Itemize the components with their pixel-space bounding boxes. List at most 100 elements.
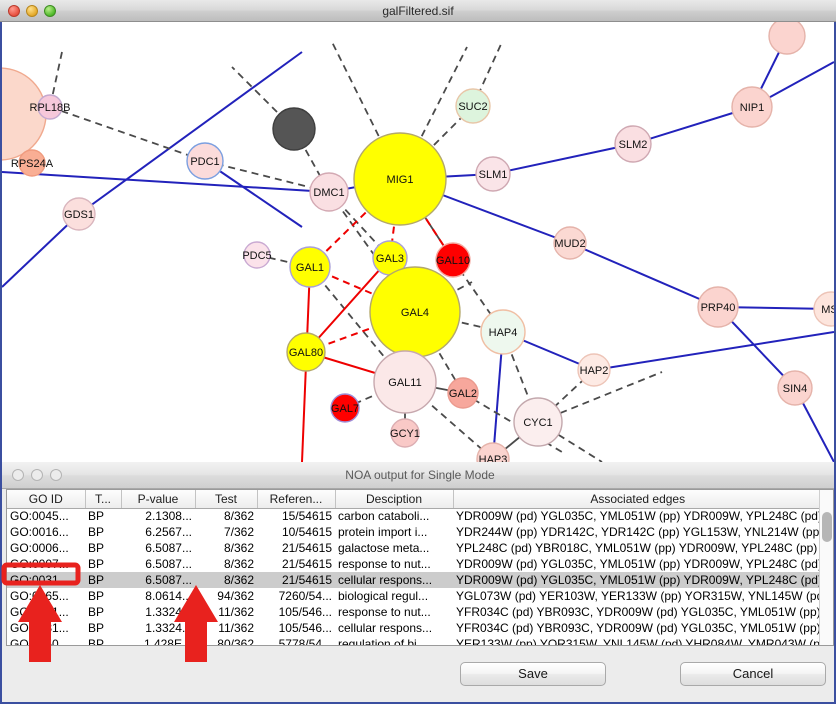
node-circle[interactable]: [373, 350, 437, 414]
graph-node-prp40[interactable]: PRP40: [697, 286, 739, 328]
column-header-reference[interactable]: Referen...: [257, 490, 336, 509]
noa-close-button-icon[interactable]: [12, 469, 24, 481]
table-row[interactable]: GO:0031... BP 1.3324... 11/362 105/546... cel…: [7, 620, 823, 636]
table-row[interactable]: GO:0016... BP 6.2567... 7/362 10/54615 protei…: [7, 524, 823, 540]
node-circle[interactable]: [330, 393, 360, 423]
graph-edge[interactable]: [569, 242, 719, 308]
graph-edge[interactable]: [537, 371, 663, 423]
graph-node-pdc1[interactable]: PDC1: [186, 142, 224, 180]
node-circle[interactable]: [513, 397, 563, 447]
graph-node-mig1[interactable]: MIG1: [353, 132, 447, 226]
graph-node-rps24a[interactable]: RPS24A: [11, 149, 54, 177]
minimize-button-icon[interactable]: [26, 5, 38, 17]
node-circle[interactable]: [768, 22, 806, 55]
graph-node-hap2[interactable]: HAP2: [577, 353, 611, 387]
graph-edge[interactable]: [256, 254, 311, 268]
node-circle[interactable]: [475, 156, 511, 192]
table-row[interactable]: GO:0031... BP 6.5087... 8/362 21/54615 cellul…: [7, 572, 823, 588]
graph-node-slm2[interactable]: SLM2: [614, 125, 652, 163]
graph-node-msi[interactable]: MSI: [813, 291, 834, 327]
node-circle[interactable]: [614, 125, 652, 163]
graph-edge[interactable]: [309, 178, 401, 268]
node-circle[interactable]: [243, 241, 271, 269]
node-circle[interactable]: [577, 353, 611, 387]
column-header-description[interactable]: Desciption: [335, 490, 454, 509]
graph-edge[interactable]: [632, 106, 753, 145]
graph-node-gcy1[interactable]: GCY1: [390, 418, 420, 448]
node-circle[interactable]: [2, 67, 47, 161]
graph-edge[interactable]: [2, 171, 330, 193]
graph-node-hap4[interactable]: HAP4: [480, 309, 526, 355]
table-row[interactable]: GO:0006... BP 6.5087... 8/362 21/54615 galact…: [7, 540, 823, 556]
go-results-table-container[interactable]: GO ID T... P-value Test Referen... Desci…: [6, 489, 834, 646]
node-circle[interactable]: [731, 86, 773, 128]
graph-node-gal80[interactable]: GAL80: [286, 332, 326, 372]
node-circle[interactable]: [272, 107, 316, 151]
graph-edge[interactable]: [204, 160, 303, 228]
graph-edge[interactable]: [49, 51, 63, 108]
graph-node-sin4[interactable]: SIN4: [777, 370, 813, 406]
save-button[interactable]: Save: [460, 662, 606, 686]
graph-node-gal7[interactable]: GAL7: [330, 393, 360, 423]
node-circle[interactable]: [447, 377, 479, 409]
table-vertical-scrollbar[interactable]: [819, 490, 833, 645]
graph-edge[interactable]: [414, 281, 473, 313]
node-circle[interactable]: [390, 418, 420, 448]
graph-edge[interactable]: [204, 160, 330, 193]
node-circle[interactable]: [480, 309, 526, 355]
column-header-associated-edges[interactable]: Associated edges: [453, 490, 823, 509]
graph-edge[interactable]: [305, 257, 391, 353]
table-row[interactable]: GO:0007... BP 6.5087... 8/362 21/54615 respon…: [7, 556, 823, 572]
column-header-type[interactable]: T...: [85, 490, 122, 509]
node-circle[interactable]: [455, 88, 491, 124]
graph-node-gal4[interactable]: GAL4: [369, 266, 461, 358]
zoom-button-icon[interactable]: [44, 5, 56, 17]
table-row[interactable]: GO:0045... BP 2.1308... 8/362 15/54615 carbon…: [7, 508, 823, 524]
graph-node[interactable]: [768, 22, 806, 55]
graph-node-hap3[interactable]: HAP3: [476, 442, 510, 462]
graph-node[interactable]: [2, 67, 47, 161]
node-circle[interactable]: [476, 442, 510, 462]
graph-edge[interactable]: [492, 143, 634, 175]
graph-node-cyc1[interactable]: CYC1: [513, 397, 563, 447]
graph-edge[interactable]: [49, 106, 206, 162]
graph-node-dmc1[interactable]: DMC1: [309, 172, 349, 212]
noa-minimize-button-icon[interactable]: [31, 469, 43, 481]
graph-node-gal2[interactable]: GAL2: [447, 377, 479, 409]
graph-node-gal11[interactable]: GAL11: [373, 350, 437, 414]
node-circle[interactable]: [37, 94, 63, 120]
node-circle[interactable]: [309, 172, 349, 212]
graph-node-mud2[interactable]: MUD2: [553, 226, 587, 260]
node-circle[interactable]: [435, 242, 471, 278]
table-row[interactable]: GO:0031... BP 1.3324... 11/362 105/546... res…: [7, 604, 823, 620]
table-row[interactable]: GO:0065... BP 8.0614... 94/362 7260/54... bio…: [7, 588, 823, 604]
noa-zoom-button-icon[interactable]: [50, 469, 62, 481]
graph-node-slm1[interactable]: SLM1: [475, 156, 511, 192]
node-circle[interactable]: [353, 132, 447, 226]
table-scrollbar-thumb[interactable]: [822, 512, 832, 542]
node-circle[interactable]: [777, 370, 813, 406]
node-circle[interactable]: [286, 332, 326, 372]
graph-edge[interactable]: [593, 331, 834, 371]
node-circle[interactable]: [62, 197, 96, 231]
graph-edge[interactable]: [2, 213, 80, 288]
graph-node-gal1[interactable]: GAL1: [289, 246, 331, 288]
column-header-test[interactable]: Test: [195, 490, 258, 509]
graph-node-gds1[interactable]: GDS1: [62, 197, 96, 231]
graph-edge[interactable]: [404, 381, 494, 460]
node-circle[interactable]: [289, 246, 331, 288]
graph-node-rpl18b[interactable]: RPL18B: [30, 94, 71, 120]
cancel-button[interactable]: Cancel: [680, 662, 826, 686]
node-circle[interactable]: [813, 291, 834, 327]
node-circle[interactable]: [18, 149, 46, 177]
column-header-go-id[interactable]: GO ID: [7, 490, 86, 509]
column-header-p-value[interactable]: P-value: [121, 490, 196, 509]
node-circle[interactable]: [186, 142, 224, 180]
node-circle[interactable]: [697, 286, 739, 328]
graph-node[interactable]: [272, 107, 316, 151]
table-row[interactable]: GO:0050... BP 1.428E... 80/362 5778/54... reg…: [7, 636, 823, 645]
graph-node-nip1[interactable]: NIP1: [731, 86, 773, 128]
graph-edge[interactable]: [78, 51, 303, 215]
graph-node-pdc5[interactable]: PDC5: [242, 241, 272, 269]
graph-node-suc2[interactable]: SUC2: [455, 88, 491, 124]
